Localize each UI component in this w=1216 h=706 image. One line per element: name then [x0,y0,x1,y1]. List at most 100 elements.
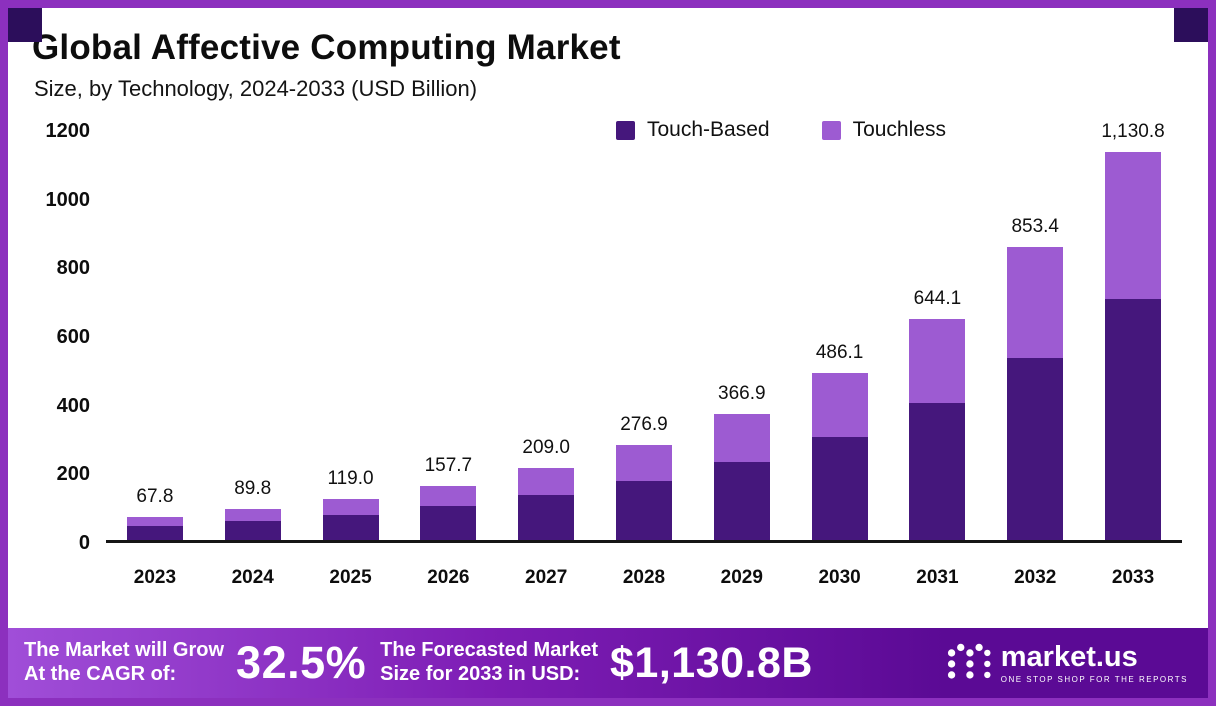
cagr-label-line2: At the CAGR of: [24,663,177,685]
stacked-bar-2024 [224,509,281,540]
bar-total-label-2023: 67.8 [136,485,174,507]
x-axis-label-2029: 2029 [720,567,763,588]
bar-total-label-2028: 276.9 [620,413,668,435]
x-axis-label-2024: 2024 [231,567,274,588]
bar-segment-touchless-2026 [420,485,477,507]
chart-legend: Touch-Based Touchless [616,118,946,142]
forecast-label: The Forecasted Market Size for 2033 in U… [380,639,598,686]
stacked-bar-2031 [909,318,966,540]
bar-column-2026: 157.7 [399,131,497,540]
bar-total-label-2026: 157.7 [424,454,473,476]
bar-column-2027: 209.0 [497,131,595,540]
legend-label: Touch-Based [647,118,770,141]
corner-accent-top-left [8,8,42,42]
bar-segment-touchless-2029 [713,414,770,463]
bar-column-2030: 486.1 [791,131,889,540]
stacked-bar-2027 [518,468,575,540]
bar-segment-touchless-2025 [322,499,379,515]
y-tick-800: 800 [56,257,90,280]
bar-segment-touch-based-2023 [126,525,183,540]
marketus-brand: market.us ONE STOP SHOP FOR THE REPORTS [947,641,1192,685]
bar-segment-touchless-2033 [1105,151,1162,299]
bar-segment-touchless-2031 [909,318,966,404]
y-tick-1000: 1000 [45,188,91,211]
bar-segment-touchless-2028 [615,444,672,481]
cagr-label-line1: The Market will Grow [24,639,225,662]
brand-text: market.us ONE STOP SHOP FOR THE REPORTS [1000,640,1188,684]
bar-segment-touch-based-2030 [811,436,868,540]
stacked-bar-2030 [811,373,868,540]
bar-segment-touch-based-2029 [713,462,770,540]
stacked-bar-2029 [713,414,770,540]
marketus-logo-icon [947,643,991,679]
bar-total-label-2030: 486.1 [815,342,864,364]
bar-segment-touchless-2023 [126,516,183,526]
bar-column-2031: 644.1 [889,131,987,540]
bar-column-2029: 366.9 [693,131,791,540]
bar-total-label-2029: 366.9 [718,383,766,405]
bar-column-2028: 276.9 [595,131,693,540]
y-tick-0: 0 [78,532,90,554]
bar-segment-touchless-2032 [1007,247,1064,359]
bar-column-2033: 1,130.8 [1084,121,1182,540]
forecast-value: $1,130.8B [610,638,813,687]
bar-segment-touch-based-2031 [909,403,966,540]
legend-label: Touchless [852,118,946,141]
legend-swatch-touchless [821,120,841,140]
bar-segment-touch-based-2025 [322,514,379,540]
forecast-label-line2: Size for 2033 in USD: [380,663,581,685]
bar-segment-touch-based-2032 [1007,358,1064,540]
x-axis-label-2027: 2027 [525,567,568,588]
bar-segment-touch-based-2024 [224,520,281,540]
x-axis-label-2031: 2031 [916,567,959,588]
corner-accent-top-right [1174,8,1208,42]
x-axis-label-2025: 2025 [329,567,372,588]
stacked-bar-2023 [126,516,183,540]
bar-column-2024: 89.8 [204,131,302,540]
footer-banner: The Market will Grow At the CAGR of: 32.… [8,628,1208,698]
forecast-label-line1: The Forecasted Market [380,639,599,662]
bar-column-2025: 119.0 [302,131,400,540]
bar-total-label-2024: 89.8 [234,478,272,500]
bar-total-label-2025: 119.0 [327,468,374,490]
y-tick-200: 200 [56,463,90,486]
bar-column-2032: 853.4 [986,131,1084,540]
bar-segment-touchless-2030 [811,373,868,437]
y-tick-1200: 1200 [45,120,91,142]
bar-segment-touchless-2027 [518,468,575,496]
stacked-bar-2028 [615,444,672,540]
bar-segment-touch-based-2028 [615,480,672,540]
bar-segment-touch-based-2026 [420,506,477,540]
x-axis-label-2030: 2030 [818,567,861,588]
cagr-value: 32.5% [236,637,367,688]
bar-chart: 0 200 400 600 800 1000 1200 67.8 89.8 119.0 157.7… [28,118,1188,598]
plot-area: 67.8 89.8 119.0 157.7 209.0 276.9 366.9 486.1 64… [106,121,1182,543]
bar-total-label-2033: 1,130.8 [1101,120,1165,142]
legend-item-touch-based: Touch-Based [616,118,770,142]
stacked-bar-2033 [1105,151,1162,540]
x-axis-label-2028: 2028 [622,567,666,588]
bar-total-label-2031: 644.1 [913,287,962,309]
bar-segment-touchless-2024 [224,509,281,521]
x-axis-label-2032: 2032 [1014,567,1057,588]
page-subtitle: Size, by Technology, 2024-2033 (USD Bill… [34,76,478,101]
stacked-bar-2026 [420,485,477,540]
y-tick-600: 600 [56,326,90,348]
brand-name: market.us [1000,640,1138,673]
brand-tagline: ONE STOP SHOP FOR THE REPORTS [1000,674,1188,684]
bar-column-2023: 67.8 [106,131,204,540]
bar-total-label-2027: 209.0 [522,437,570,459]
legend-swatch-touch-based [616,120,635,140]
bar-segment-touch-based-2033 [1105,298,1162,540]
stacked-bar-2025 [322,499,379,540]
cagr-label: The Market will Grow At the CAGR of: [24,639,224,686]
y-axis: 0 200 400 600 800 1000 1200 [28,120,91,554]
x-axis-label-2023: 2023 [133,567,177,588]
y-tick-400: 400 [56,394,90,417]
bar-segment-touch-based-2027 [518,495,575,540]
x-axis-label-2026: 2026 [427,567,470,588]
legend-item-touchless: Touchless [821,118,946,142]
x-axis-label-2033: 2033 [1111,567,1155,588]
stacked-bar-2032 [1007,247,1064,540]
